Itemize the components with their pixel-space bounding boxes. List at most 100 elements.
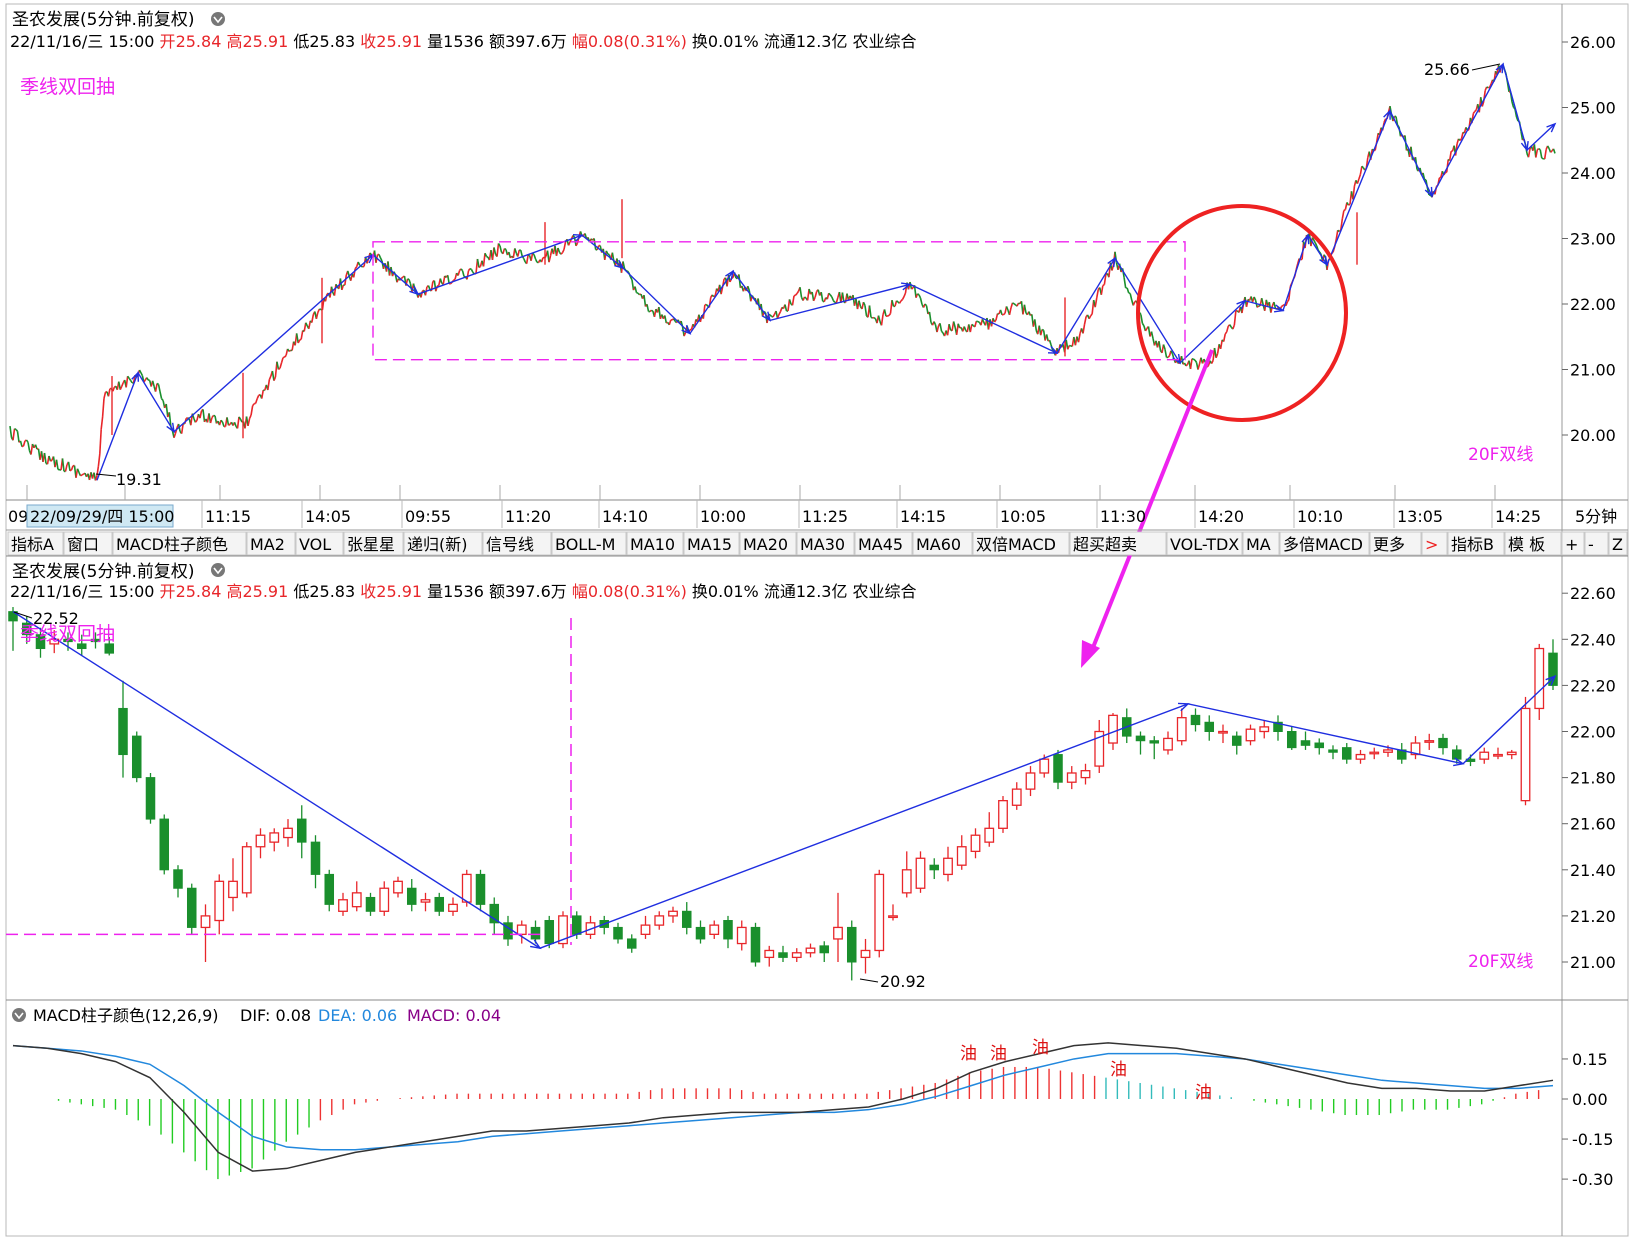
- top-price-segment: [1460, 132, 1464, 139]
- toolbar-button-label[interactable]: MA45: [858, 535, 903, 554]
- toolbar-button-label[interactable]: MA60: [916, 535, 961, 554]
- toolbar-button-label[interactable]: VOL: [299, 535, 331, 554]
- toolbar-button[interactable]: [482, 531, 552, 556]
- toolbar-button-label[interactable]: -: [1588, 535, 1594, 554]
- candle-body-up: [833, 926, 843, 940]
- toolbar-button[interactable]: [7, 531, 64, 556]
- toolbar-button[interactable]: [343, 531, 404, 556]
- toolbar-button-label[interactable]: >: [1425, 535, 1438, 554]
- toolbar-button[interactable]: [972, 531, 1070, 556]
- top-price-segment: [303, 322, 307, 332]
- toolbar-button-label[interactable]: 张星星: [347, 535, 395, 554]
- top-low-mark-arrow: [95, 473, 117, 477]
- toolbar-button[interactable]: [1561, 531, 1585, 556]
- top-wave-arrowhead: [1319, 255, 1328, 267]
- top-price-segment: [826, 293, 830, 300]
- top-price-segment: [1224, 331, 1228, 335]
- candle-body-up: [1245, 728, 1256, 742]
- top-price-segment: [119, 386, 123, 391]
- toolbar-button[interactable]: [246, 531, 296, 556]
- candle-body-down: [1231, 735, 1242, 746]
- toolbar-button-label[interactable]: MACD柱子颜色: [116, 535, 228, 554]
- toolbar-button[interactable]: [295, 531, 344, 556]
- toolbar-button-label[interactable]: MA: [1246, 535, 1271, 554]
- toolbar-button-label[interactable]: 模 板: [1508, 535, 1545, 554]
- top-price-segment: [804, 296, 807, 299]
- toolbar-button-label[interactable]: VOL-TDX: [1170, 535, 1239, 554]
- toolbar-button-label[interactable]: 超买超卖: [1073, 535, 1137, 554]
- top-price-segment: [305, 322, 308, 327]
- top-price-segment: [15, 428, 19, 432]
- toolbar-button-label[interactable]: +: [1565, 535, 1578, 554]
- toolbar-button[interactable]: [1069, 531, 1167, 556]
- bottom-label-right: 20F双线: [1468, 952, 1533, 972]
- top-price-segment: [909, 281, 913, 290]
- toolbar-button-label[interactable]: 多倍MACD: [1283, 535, 1363, 554]
- candle-body-up: [200, 915, 211, 929]
- toolbar-button[interactable]: [1504, 531, 1562, 556]
- toolbar-button-label[interactable]: MA30: [800, 535, 845, 554]
- top-wave-arrowhead: [614, 259, 625, 270]
- top-price-segment: [284, 355, 287, 358]
- toolbar-button[interactable]: [63, 531, 113, 556]
- toolbar-button[interactable]: [1421, 531, 1448, 556]
- candle-body-down: [1273, 721, 1283, 733]
- top-price-segment: [55, 459, 59, 470]
- toolbar-button-label[interactable]: 更多: [1373, 535, 1405, 554]
- toolbar-button-label[interactable]: MA2: [250, 535, 285, 554]
- top-price-segment: [870, 316, 873, 319]
- top-y-tick-label: 20.00: [1570, 426, 1616, 445]
- candle-body-up: [640, 924, 651, 935]
- bottom-title-dropdown-icon[interactable]: [211, 563, 225, 577]
- toolbar-button-label[interactable]: Z: [1612, 535, 1623, 554]
- toolbar-button[interactable]: [1608, 531, 1628, 556]
- toolbar-button[interactable]: [1447, 531, 1505, 556]
- candle-body-up: [214, 880, 225, 922]
- toolbar-button[interactable]: [626, 531, 684, 556]
- top-price-segment: [379, 257, 383, 262]
- toolbar-button[interactable]: [854, 531, 913, 556]
- toolbar-button-label[interactable]: 指标B: [1451, 535, 1494, 554]
- macd-dropdown-icon[interactable]: [12, 1008, 26, 1022]
- toolbar-button-label[interactable]: 递归(新): [407, 535, 468, 554]
- toolbar-button[interactable]: [1279, 531, 1370, 556]
- candle-body-up: [255, 834, 266, 848]
- toolbar-button[interactable]: [739, 531, 797, 556]
- top-title-dropdown-icon[interactable]: [211, 12, 225, 26]
- top-price-segment: [69, 469, 72, 472]
- toolbar-button-label[interactable]: 双倍MACD: [976, 535, 1056, 554]
- top-price-segment: [1541, 157, 1544, 160]
- toolbar-button[interactable]: [403, 531, 483, 556]
- candle-body-down: [1135, 735, 1146, 742]
- toolbar-button-label[interactable]: 指标A: [11, 535, 54, 554]
- candle-body-up: [970, 834, 981, 853]
- top-price-segment: [1337, 229, 1340, 233]
- macd-y-tick-label: 0.00: [1572, 1090, 1608, 1109]
- toolbar-button[interactable]: [1242, 531, 1280, 556]
- toolbar-button[interactable]: [1369, 531, 1422, 556]
- top-price-segment: [129, 379, 133, 384]
- toolbar-button[interactable]: [683, 531, 740, 556]
- toolbar-button-label[interactable]: MA20: [743, 535, 788, 554]
- top-wave-arrowhead: [1273, 304, 1285, 313]
- x-axis-first-label: 09: [8, 507, 28, 526]
- candle-body-down: [544, 920, 555, 945]
- toolbar-button-label[interactable]: MA10: [630, 535, 675, 554]
- toolbar-button-label[interactable]: MA15: [687, 535, 732, 554]
- toolbar-button[interactable]: [112, 531, 247, 556]
- top-price-segment: [360, 265, 363, 268]
- toolbar-button-label[interactable]: BOLL-M: [555, 535, 615, 554]
- top-price-segment: [1010, 302, 1014, 309]
- toolbar-button[interactable]: [1584, 531, 1609, 556]
- toolbar-button[interactable]: [912, 531, 973, 556]
- toolbar-button-label[interactable]: 信号线: [486, 535, 534, 554]
- top-price-segment: [829, 294, 833, 298]
- candle-body-down: [1548, 652, 1558, 686]
- top-price-segment: [1448, 151, 1452, 161]
- candle-body-down: [846, 926, 857, 963]
- toolbar-button[interactable]: [1166, 531, 1243, 556]
- toolbar-button[interactable]: [796, 531, 855, 556]
- toolbar-button[interactable]: [551, 531, 627, 556]
- toolbar-button-label[interactable]: 窗口: [67, 535, 99, 554]
- bottom-y-tick-label: 21.00: [1570, 953, 1616, 972]
